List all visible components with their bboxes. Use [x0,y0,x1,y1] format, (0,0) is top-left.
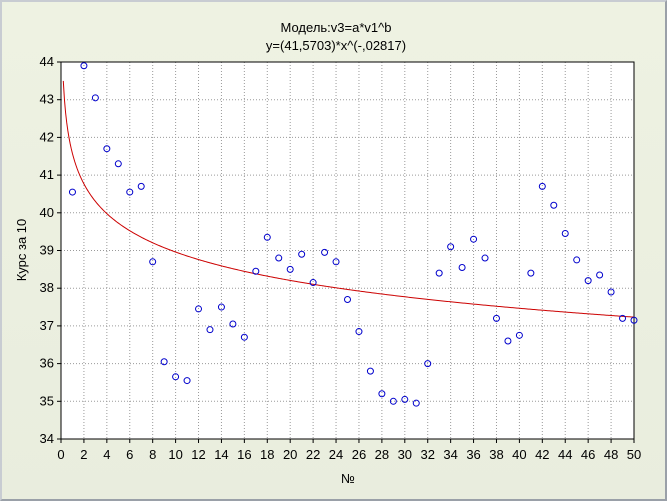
data-point [447,243,455,251]
data-point [378,390,386,398]
x-tick-label: 40 [512,447,526,462]
data-point [137,182,145,190]
x-tick-label: 18 [260,447,274,462]
axis-ticks: 0 2 4 6 8 10 12 14 16 18 20 22 24 26 28 30 32 34 36 38 40 42 4… [40,54,642,462]
y-tick-label: 42 [40,129,54,144]
data-point [470,235,478,243]
x-tick-label: 6 [126,447,133,462]
data-point [630,316,638,324]
x-tick-label: 42 [535,447,549,462]
y-tick-label: 44 [40,54,54,69]
data-point [298,250,306,258]
chart-title: Модель:v3=a*v1^b [281,20,392,35]
y-tick-label: 39 [40,243,54,258]
x-tick-label: 4 [103,447,110,462]
y-tick-label: 41 [40,167,54,182]
x-tick-label: 28 [375,447,389,462]
data-point [103,145,111,153]
data-point [619,314,627,322]
data-point [527,269,535,277]
data-point [286,265,294,273]
y-axis-label: Курс за 10 [14,219,29,282]
x-tick-label: 34 [443,447,457,462]
x-axis-label: № [341,471,355,486]
y-tick-label: 40 [40,205,54,220]
data-point [195,305,203,313]
data-point [240,333,248,341]
x-tick-label: 50 [627,447,641,462]
x-tick-label: 30 [398,447,412,462]
data-point [504,337,512,345]
y-tick-label: 34 [40,431,54,446]
data-point [309,279,317,287]
data-point [263,233,271,241]
data-point [114,160,122,168]
x-tick-label: 14 [214,447,228,462]
x-tick-label: 2 [80,447,87,462]
data-point [206,326,214,334]
data-point [183,377,191,385]
data-point [561,230,569,238]
x-tick-label: 32 [420,447,434,462]
chart-subtitle: y=(41,5703)*x^(-,02817) [266,38,406,53]
data-point [355,328,363,336]
data-point [344,296,351,304]
x-tick-label: 12 [191,447,205,462]
x-tick-label: 26 [352,447,366,462]
y-tick-label: 36 [40,356,54,371]
x-tick-label: 8 [149,447,156,462]
data-point [172,373,180,381]
data-point [332,258,340,266]
data-point [389,397,397,405]
data-point [412,399,420,407]
x-tick-label: 24 [329,447,343,462]
x-tick-label: 16 [237,447,251,462]
data-point [68,188,76,196]
data-point [584,277,592,285]
x-tick-label: 46 [581,447,595,462]
data-point [492,314,500,322]
fit-curve [62,80,635,318]
x-tick-label: 22 [306,447,320,462]
data-point [573,256,581,264]
data-point [91,94,99,102]
data-point [458,263,466,271]
y-tick-label: 37 [40,318,54,333]
x-tick-label: 20 [283,447,297,462]
x-tick-label: 0 [57,447,64,462]
data-point [275,254,283,262]
y-tick-label: 38 [40,280,54,295]
data-point [515,331,523,339]
plot-area [61,62,634,439]
data-point [401,395,409,403]
data-point [550,201,558,209]
y-tick-label: 43 [40,92,54,107]
x-tick-label: 48 [604,447,618,462]
y-tick-label: 35 [40,393,54,408]
data-point [160,358,168,366]
data-point [607,288,615,296]
x-tick-label: 38 [489,447,503,462]
x-tick-label: 36 [466,447,480,462]
data-point [217,303,225,311]
data-point [149,258,157,266]
data-point [252,267,260,275]
data-point [366,367,374,375]
data-point [596,271,604,279]
x-tick-label: 10 [168,447,182,462]
x-tick-label: 44 [558,447,572,462]
data-point [229,320,237,328]
data-point [321,248,329,256]
data-point [126,188,134,196]
data-point [435,269,443,277]
data-point [80,62,88,70]
data-point [481,254,489,262]
data-points [68,62,638,407]
data-point [538,182,546,190]
data-point [424,360,432,368]
